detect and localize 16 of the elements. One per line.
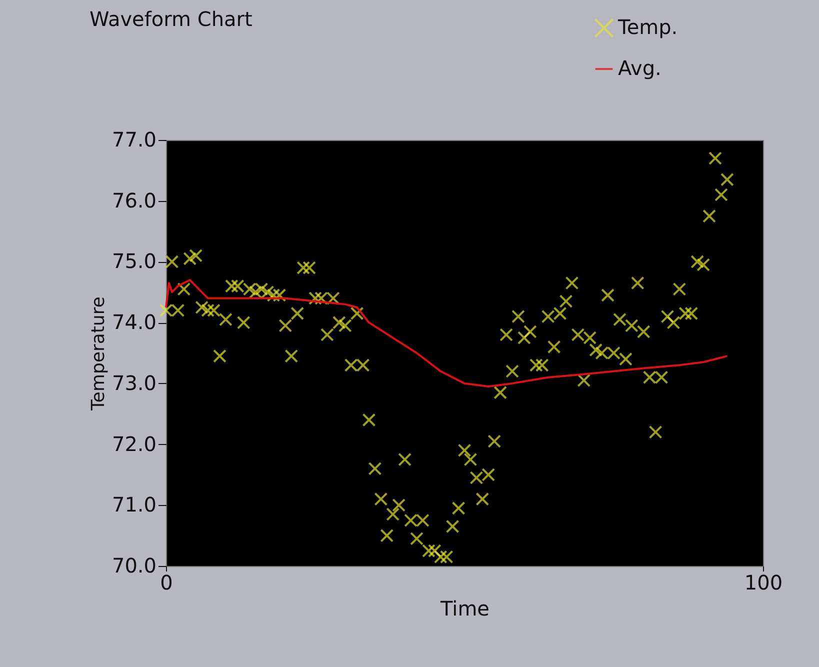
y-tick-label: 75.0: [112, 249, 156, 274]
y-tick-label: 71.0: [112, 492, 156, 517]
chart-title: Waveform Chart: [89, 7, 252, 31]
y-axis-title: Temperature: [88, 296, 109, 412]
x-axis-title: Time: [440, 596, 490, 620]
x-tick-label: 0: [160, 570, 173, 594]
y-tick-label: 74.0: [112, 310, 156, 334]
legend-label: Avg.: [618, 56, 662, 80]
legend-label: Temp.: [617, 15, 678, 39]
y-tick-label: 76.0: [112, 188, 156, 212]
y-tick-label: 72.0: [112, 432, 156, 456]
y-tick-label: 77.0: [112, 128, 156, 152]
x-tick-label: 100: [744, 570, 783, 594]
line-series: [165, 278, 728, 388]
y-tick-label: 70.0: [112, 554, 156, 578]
y-tick-label: 73.0: [112, 370, 156, 395]
